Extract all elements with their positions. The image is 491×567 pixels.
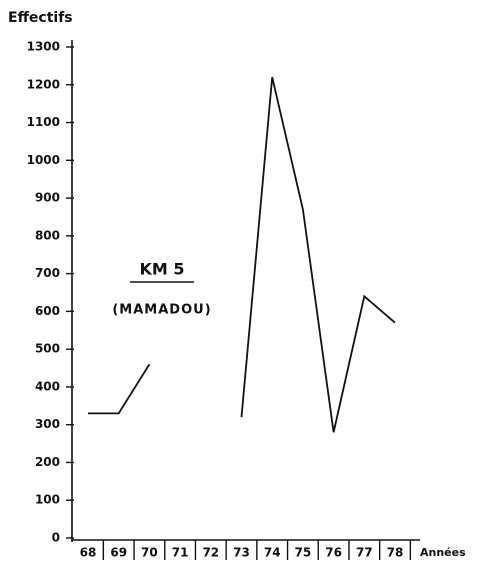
y-axis-label: Effectifs	[8, 10, 73, 26]
x-tick-label: 69	[110, 546, 127, 560]
y-tick-label: 400	[35, 379, 60, 393]
x-tick-label: 74	[264, 546, 281, 560]
y-tick-label: 800	[35, 228, 60, 242]
y-tick-label: 600	[35, 304, 60, 318]
y-tick-label: 1100	[27, 115, 60, 129]
y-tick-label: 700	[35, 266, 60, 280]
y-tick-label: 1300	[27, 40, 60, 54]
page: {"chart_data": {"type": "line", "y_label…	[0, 0, 491, 567]
y-tick-label: 500	[35, 342, 60, 356]
x-tick-label: 75	[295, 546, 312, 560]
chart: Effectifs Années KM 5 (MAMADOU) 0 100 200 3…	[0, 0, 491, 567]
annotation-title: KM 5	[139, 260, 184, 279]
y-tick-label: 200	[35, 455, 60, 469]
x-tick-label: 77	[356, 546, 373, 560]
y-tick-label: 900	[35, 191, 60, 205]
x-tick-label: 73	[233, 546, 250, 560]
x-axis-label: Années	[420, 546, 466, 559]
y-tick-label: 1200	[27, 77, 60, 91]
y-tick-label: 1000	[27, 153, 60, 167]
x-tick-label: 70	[141, 546, 158, 560]
x-tick-label: 68	[80, 546, 97, 560]
data-line	[88, 77, 395, 432]
y-tick-label: 100	[35, 493, 60, 507]
y-tick-label: 0	[52, 531, 60, 545]
x-tick-label: 71	[172, 546, 189, 560]
y-tick-label: 300	[35, 417, 60, 431]
x-tick-label: 78	[387, 546, 404, 560]
x-tick-label: 72	[202, 546, 219, 560]
annotation-subtitle: (MAMADOU)	[112, 303, 211, 318]
x-tick-label: 76	[325, 546, 342, 560]
